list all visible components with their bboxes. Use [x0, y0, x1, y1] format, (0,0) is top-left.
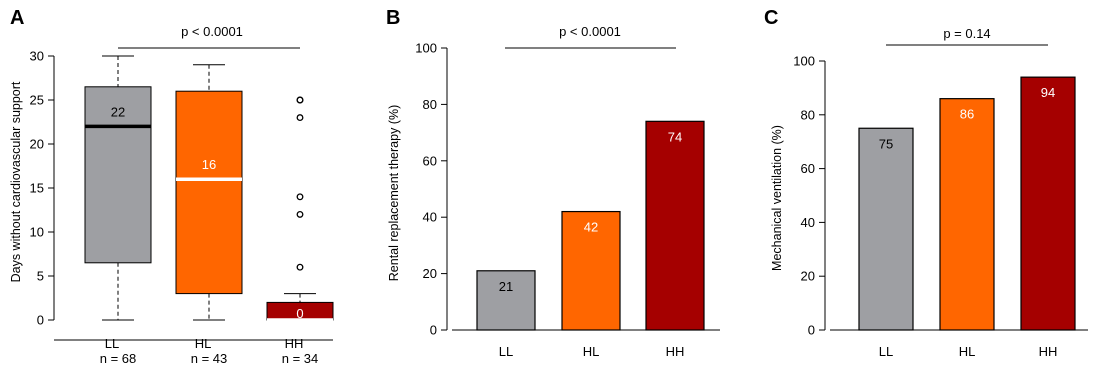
outlier-point	[296, 114, 304, 122]
y-axis-title-b: Rental replacement therapy (%)	[387, 105, 401, 281]
bar-value-label-hh: 74	[668, 129, 682, 144]
box-body	[84, 86, 152, 264]
box-ll: 22	[84, 55, 152, 321]
bar-hh	[1020, 76, 1076, 331]
y-tick-label-a-5: 25	[30, 93, 44, 108]
y-tick-label-c-3: 60	[801, 161, 815, 176]
y-tick-label-b-1: 20	[423, 266, 437, 281]
bar-value-label-ll: 75	[879, 136, 893, 151]
x-tick-label-a-0: LL	[105, 336, 119, 351]
x-tick-label-a-1: HL	[195, 336, 212, 351]
y-tick-label-a-6: 30	[30, 49, 44, 64]
outlier-point	[296, 263, 304, 271]
x-tick-label-c-1: HL	[959, 344, 976, 359]
panel-b: B Rental replacement therapy (%) 0 20 40 60…	[386, 7, 720, 359]
x-labels-a: LLn = 68 HLn = 43 HHn = 34	[100, 336, 319, 366]
y-tick-label-a-3: 15	[30, 181, 44, 196]
y-tick-label-c-1: 20	[801, 269, 815, 284]
median-label-ll: 22	[111, 104, 125, 119]
y-tick-label-c-0: 0	[808, 323, 815, 338]
bars-b: 21 42 74	[476, 120, 705, 331]
y-axis-b: 0 20 40 60 80 100	[415, 41, 720, 338]
boxplots-a: 22 16 0	[84, 55, 334, 322]
y-axis-title-a: Days without cardiovascular support	[9, 81, 23, 282]
panel-letter-c: C	[764, 7, 778, 29]
y-tick-label-b-4: 80	[423, 97, 437, 112]
x-tick-label-a-2: HH	[285, 336, 304, 351]
p-value-b: p < 0.0001	[559, 24, 621, 39]
x-labels-b: LL HL HH	[499, 344, 685, 359]
median-label-hh: 0	[296, 306, 303, 321]
x-tick-label-c-0: LL	[879, 344, 893, 359]
bar-hl	[561, 210, 621, 331]
panel-a: A Days without cardiovascular support 0 5…	[9, 7, 334, 366]
p-value-a: p < 0.0001	[181, 24, 243, 39]
box-hl: 16	[175, 64, 243, 321]
x-tick-label-b-0: LL	[499, 344, 513, 359]
bar-value-label-hl: 86	[960, 107, 974, 122]
outlier-point	[296, 210, 304, 218]
y-tick-label-b-3: 60	[423, 153, 437, 168]
y-tick-label-a-2: 10	[30, 225, 44, 240]
median-label-hl: 16	[202, 157, 216, 172]
y-tick-label-a-0: 0	[37, 313, 44, 328]
p-value-c: p = 0.14	[943, 26, 990, 41]
bar-ll	[858, 127, 914, 331]
y-tick-label-c-2: 40	[801, 215, 815, 230]
x-sublabel-a-2: n = 34	[282, 351, 319, 366]
x-sublabel-a-0: n = 68	[100, 351, 137, 366]
bar-value-label-ll: 21	[499, 279, 513, 294]
bar-value-label-hh: 94	[1041, 85, 1055, 100]
x-labels-c: LL HL HH	[879, 344, 1058, 359]
box-body	[175, 90, 243, 295]
bar-ll	[476, 270, 536, 331]
y-tick-label-b-0: 0	[430, 323, 437, 338]
x-tick-label-b-2: HH	[666, 344, 685, 359]
panel-c: C Mechanical ventilation (%) 0 20 40 60 80 10…	[764, 7, 1088, 359]
bar-hh	[645, 120, 705, 331]
box-hh: 0	[266, 96, 334, 322]
bar-value-label-hl: 42	[584, 220, 598, 235]
x-sublabel-a-1: n = 43	[191, 351, 228, 366]
bars-c: 75 86 94	[858, 76, 1076, 331]
y-tick-label-b-5: 100	[415, 41, 437, 56]
y-axis-a: 0 5 10 15 20 25 30	[30, 49, 333, 341]
x-tick-label-c-2: HH	[1039, 344, 1058, 359]
y-tick-label-c-5: 100	[793, 54, 815, 69]
y-axis-title-c: Mechanical ventilation (%)	[770, 125, 784, 271]
y-tick-label-a-4: 20	[30, 137, 44, 152]
outlier-point	[296, 96, 304, 104]
y-tick-label-a-1: 5	[37, 269, 44, 284]
x-tick-label-b-1: HL	[583, 344, 600, 359]
bar-hl	[939, 98, 995, 331]
panel-letter-b: B	[386, 7, 400, 29]
outlier-point	[296, 193, 304, 201]
panel-letter-a: A	[10, 7, 24, 29]
y-tick-label-b-2: 40	[423, 210, 437, 225]
y-tick-label-c-4: 80	[801, 107, 815, 122]
